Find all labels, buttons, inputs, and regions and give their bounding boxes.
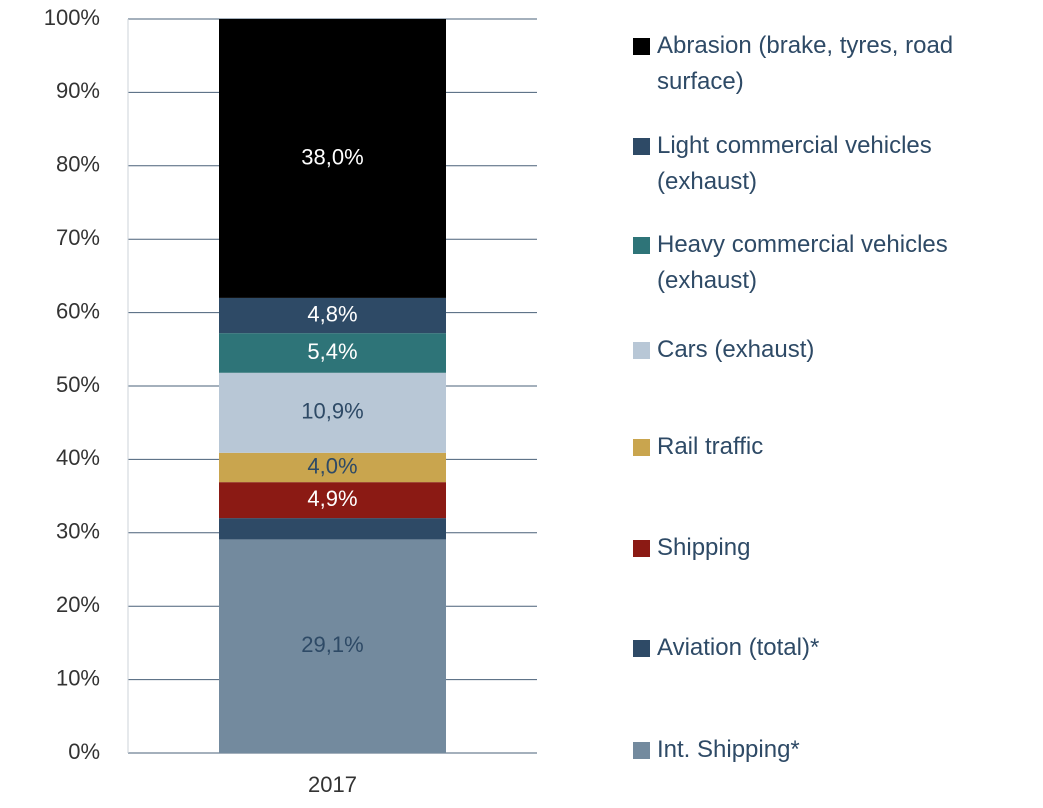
legend-swatch xyxy=(633,742,650,759)
legend-swatch xyxy=(633,38,650,55)
bar-segment xyxy=(219,372,446,453)
bar-segment xyxy=(219,518,446,540)
value-label: 4,8% xyxy=(307,301,357,326)
legend-swatch xyxy=(633,342,650,359)
legend-label: Rail traffic xyxy=(657,433,764,460)
value-label: 29,1% xyxy=(301,632,363,657)
bar-segment xyxy=(219,333,446,373)
y-tick-label: 70% xyxy=(56,225,100,250)
y-tick-label: 50% xyxy=(56,372,100,397)
y-tick-label: 100% xyxy=(44,5,100,30)
legend-swatch xyxy=(633,138,650,155)
legend-swatch xyxy=(633,640,650,657)
x-tick-label: 2017 xyxy=(308,772,357,797)
value-label: 5,4% xyxy=(307,339,357,364)
bar-segment xyxy=(219,452,446,483)
legend-label: Int. Shipping* xyxy=(657,736,800,763)
y-tick-label: 40% xyxy=(56,445,100,470)
bar-segment xyxy=(219,539,446,753)
legend-label: Light commercial vehicles (exhaust) xyxy=(657,132,932,195)
legend-label: Abrasion (brake, tyres, road surface) xyxy=(657,32,954,95)
y-tick-label: 10% xyxy=(56,665,100,690)
y-tick-label: 60% xyxy=(56,298,100,323)
legend-label: Heavy commercial vehicles (exhaust) xyxy=(657,231,948,294)
legend-swatch xyxy=(633,439,650,456)
bar-segment xyxy=(219,482,446,519)
legend-swatch xyxy=(633,540,650,557)
legend-label: Shipping xyxy=(657,534,751,561)
y-tick-label: 20% xyxy=(56,592,100,617)
legend-label: Aviation (total)* xyxy=(657,634,820,661)
y-tick-label: 80% xyxy=(56,152,100,177)
y-tick-label: 90% xyxy=(56,78,100,103)
y-tick-label: 30% xyxy=(56,519,100,544)
bar-segment xyxy=(219,19,446,298)
value-label: 4,9% xyxy=(307,486,357,511)
legend-label: Cars (exhaust) xyxy=(657,336,815,363)
bar-segment xyxy=(219,297,446,334)
y-tick-label: 0% xyxy=(68,739,100,764)
value-label: 38,0% xyxy=(301,144,363,169)
value-label: 4,0% xyxy=(307,453,357,478)
value-label: 10,9% xyxy=(301,399,363,424)
legend-swatch xyxy=(633,237,650,254)
